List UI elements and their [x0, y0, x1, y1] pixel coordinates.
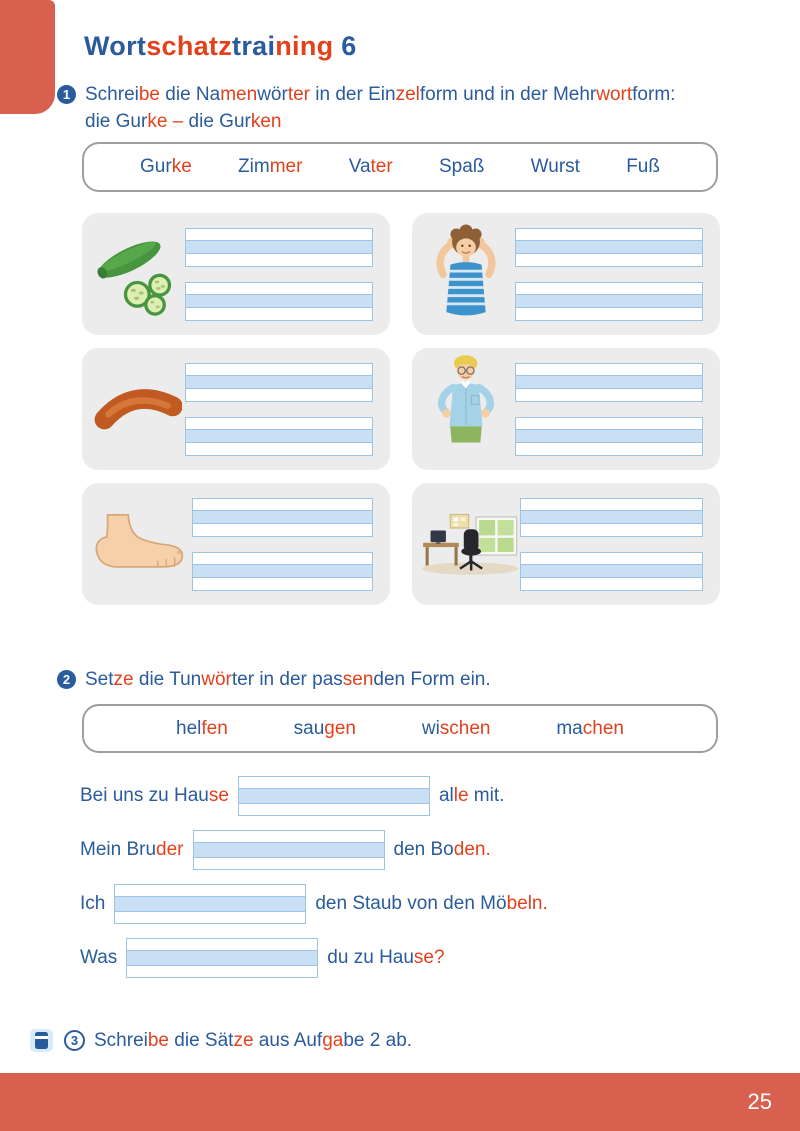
sentence-row-4: Was du zu Hause? [80, 938, 548, 978]
word-option-vater: Vater [348, 156, 393, 177]
noun-cards-grid [82, 213, 720, 605]
exercise3-instruction: Schreibe die Sätze aus Aufgabe 2 ab. [94, 1030, 413, 1051]
notebook-icon [30, 1029, 53, 1052]
answer-blank-1[interactable] [237, 776, 430, 816]
fill-in-sentences: Bei uns zu Hause alle mit. Mein Bruder d… [80, 776, 548, 978]
word-option-saugen: saugen [293, 717, 356, 739]
sentence-row-2: Mein Bruder den Boden. [80, 830, 548, 870]
boy-image [436, 224, 496, 316]
footer-bar: 25 [0, 1073, 800, 1131]
writing-lines-plural[interactable] [514, 416, 703, 456]
exercise1-header: 1 Schreibe die Namenwörter in der Einzel… [57, 81, 675, 135]
exercise2-instruction: Setze die Tunwörter in der passenden For… [85, 669, 491, 690]
writing-lines-plural[interactable] [520, 551, 703, 591]
card-father [412, 348, 720, 470]
sentence-2-pre: Mein Bruder [80, 839, 184, 860]
exercise1-instruction: Schreibe die Namenwörter in der Einzelfo… [85, 81, 675, 135]
card-cucumber [82, 213, 390, 335]
word-option-gurke: Gurke [140, 156, 192, 177]
writing-lines-plural[interactable] [192, 551, 373, 591]
sentence-3-post: den Staub von den Möbeln. [315, 893, 548, 914]
word-option-wischen: wischen [421, 717, 491, 739]
word-option-zimmer: Zimmer [238, 156, 303, 177]
card-boy [412, 213, 720, 335]
foot-image [95, 514, 184, 568]
writing-lines-plural[interactable] [184, 281, 373, 321]
writing-lines-singular[interactable] [514, 362, 703, 402]
sentence-4-post: du zu Hause? [327, 947, 445, 968]
sentence-row-1: Bei uns zu Hause alle mit. [80, 776, 548, 816]
writing-lines-singular[interactable] [514, 227, 703, 267]
sentence-2-post: den Boden. [393, 839, 491, 860]
sentence-4-pre: Was [80, 947, 118, 968]
sausage-image [95, 389, 183, 430]
answer-blank-3[interactable] [114, 884, 307, 924]
answer-blank-4[interactable] [126, 938, 319, 978]
word-option-helfen: helfen [176, 717, 228, 739]
word-box-verbs: helfen saugen wischen machen [82, 704, 718, 753]
sentence-3-pre: Ich [80, 893, 106, 914]
word-option-spass: Spaß [438, 156, 485, 177]
room-image [421, 513, 518, 575]
page-number: 25 [747, 1089, 772, 1114]
exercise1-instruction-line1: Schreibe die Namenwörter in der Einzelfo… [85, 84, 676, 105]
answer-blank-2[interactable] [192, 830, 385, 870]
father-image [438, 354, 495, 443]
word-option-machen: machen [556, 717, 624, 739]
writing-lines-singular[interactable] [192, 497, 373, 537]
sentence-1-post: alle mit. [438, 785, 505, 806]
corner-tab [0, 0, 55, 114]
exercise2-header: 2 Setze die Tunwörter in der passenden F… [57, 666, 491, 693]
exercise1-instruction-line2: die Gurke – die Gurken [85, 111, 282, 132]
word-option-fuss: Fuß [626, 156, 660, 177]
cucumber-image [97, 241, 172, 316]
writing-lines-plural[interactable] [184, 416, 373, 456]
writing-lines-singular[interactable] [184, 227, 373, 267]
exercise3-number-badge: 3 [64, 1030, 85, 1051]
sentence-1-pre: Bei uns zu Hause [80, 785, 229, 806]
writing-lines-singular[interactable] [520, 497, 703, 537]
card-sausage [82, 348, 390, 470]
word-option-wurst: Wurst [530, 156, 580, 177]
exercise3-header: 3 Schreibe die Sätze aus Aufgabe 2 ab. [30, 1027, 412, 1054]
exercise1-number-badge: 1 [57, 85, 76, 104]
word-box-nouns: Gurke Zimmer Vater Spaß Wurst Fuß [82, 142, 718, 192]
writing-lines-plural[interactable] [514, 281, 703, 321]
card-room [412, 483, 720, 605]
writing-lines-singular[interactable] [184, 362, 373, 402]
card-foot [82, 483, 390, 605]
page-title: Wortschatztraining 6 [84, 31, 357, 61]
sentence-row-3: Ich den Staub von den Möbeln. [80, 884, 548, 924]
exercise2-number-badge: 2 [57, 670, 76, 689]
